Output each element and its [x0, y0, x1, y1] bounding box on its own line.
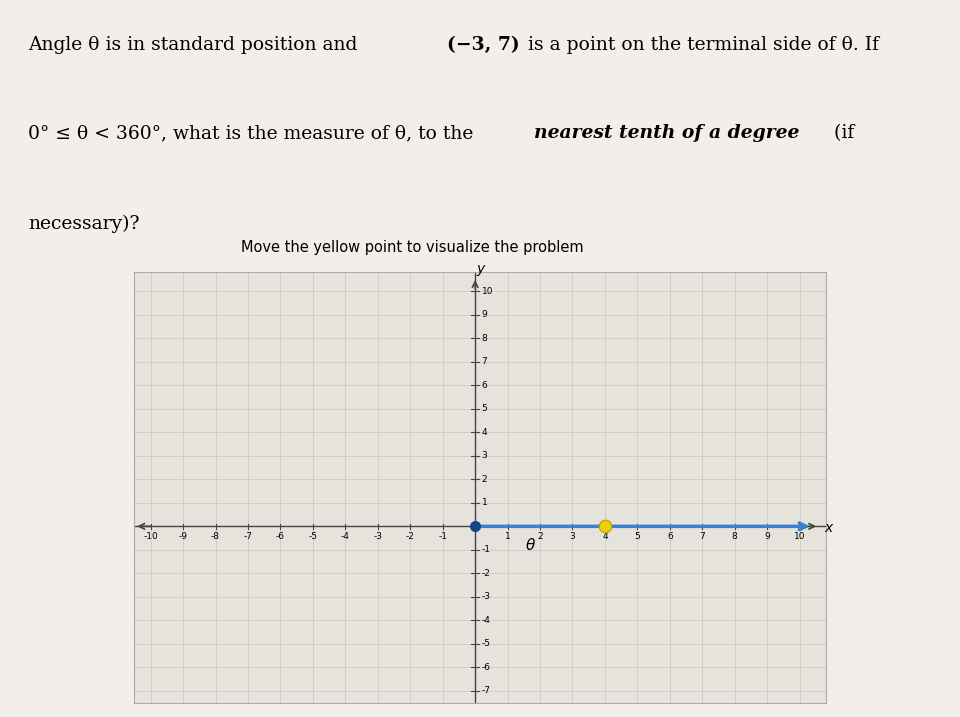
Text: 2: 2	[482, 475, 488, 484]
Text: -2: -2	[406, 532, 415, 541]
Text: is a point on the terminal side of θ. If: is a point on the terminal side of θ. If	[522, 37, 879, 54]
Text: -1: -1	[482, 546, 491, 554]
Text: -4: -4	[482, 616, 491, 625]
Text: 5: 5	[635, 532, 640, 541]
Text: 2: 2	[538, 532, 542, 541]
Text: -3: -3	[482, 592, 491, 602]
Text: -7: -7	[244, 532, 252, 541]
Text: 10: 10	[482, 287, 493, 296]
Text: 1: 1	[482, 498, 488, 508]
Text: necessary)?: necessary)?	[29, 214, 140, 232]
Text: (−3, 7): (−3, 7)	[447, 37, 519, 54]
Text: -1: -1	[438, 532, 447, 541]
Text: -8: -8	[211, 532, 220, 541]
Text: 0° ≤ θ < 360°, what is the measure of θ, to the: 0° ≤ θ < 360°, what is the measure of θ,…	[29, 124, 480, 142]
Text: (if: (if	[828, 124, 854, 142]
Text: 10: 10	[794, 532, 805, 541]
Text: 6: 6	[482, 381, 488, 390]
Text: -5: -5	[482, 640, 491, 648]
Text: Angle θ is in standard position and: Angle θ is in standard position and	[29, 37, 364, 54]
Text: -10: -10	[143, 532, 158, 541]
Text: 6: 6	[667, 532, 673, 541]
Text: 4: 4	[482, 428, 488, 437]
Text: 7: 7	[700, 532, 706, 541]
Text: -9: -9	[179, 532, 187, 541]
Text: 8: 8	[482, 334, 488, 343]
Text: -7: -7	[482, 686, 491, 695]
Text: 3: 3	[569, 532, 575, 541]
Text: -5: -5	[308, 532, 318, 541]
Text: -6: -6	[482, 663, 491, 672]
Text: -4: -4	[341, 532, 349, 541]
Text: -3: -3	[373, 532, 382, 541]
Text: 7: 7	[482, 357, 488, 366]
Text: Move the yellow point to visualize the problem: Move the yellow point to visualize the p…	[242, 239, 584, 255]
Text: -2: -2	[482, 569, 491, 578]
Text: 9: 9	[764, 532, 770, 541]
Text: 5: 5	[482, 404, 488, 413]
Text: 8: 8	[732, 532, 737, 541]
Text: -6: -6	[276, 532, 285, 541]
Text: θ: θ	[526, 538, 535, 553]
Text: 4: 4	[602, 532, 608, 541]
Text: 3: 3	[482, 451, 488, 460]
Text: nearest tenth of a degree: nearest tenth of a degree	[534, 124, 799, 142]
Text: y: y	[476, 262, 484, 276]
Text: 1: 1	[505, 532, 511, 541]
Text: x: x	[824, 521, 832, 535]
Text: 9: 9	[482, 310, 488, 319]
